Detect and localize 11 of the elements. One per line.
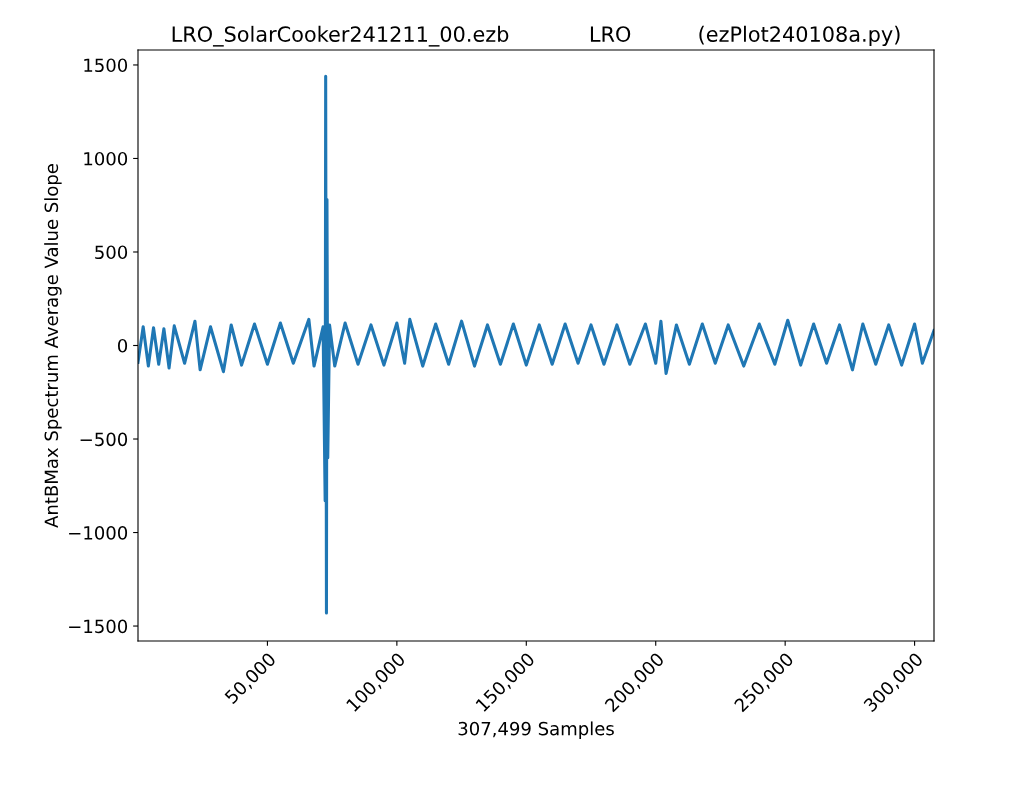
y-axis-title: AntBMax Spectrum Average Value Slope [44, 164, 62, 528]
y-tick-label: 0 [117, 338, 128, 353]
y-tick-label: −1500 [69, 619, 128, 634]
line-series [138, 74, 934, 615]
y-tick-label: 1000 [84, 151, 128, 166]
x-axis-title: 307,499 Samples [458, 721, 614, 739]
y-tick-label: 500 [95, 245, 128, 260]
y-tick-label: −1000 [69, 525, 128, 540]
chart-title: LRO_SolarCooker241211_00.ezb LRO (ezPlot240108a.py) [172, 25, 900, 47]
y-tick-label: −500 [80, 432, 128, 447]
y-tick-label: 1500 [84, 58, 128, 73]
